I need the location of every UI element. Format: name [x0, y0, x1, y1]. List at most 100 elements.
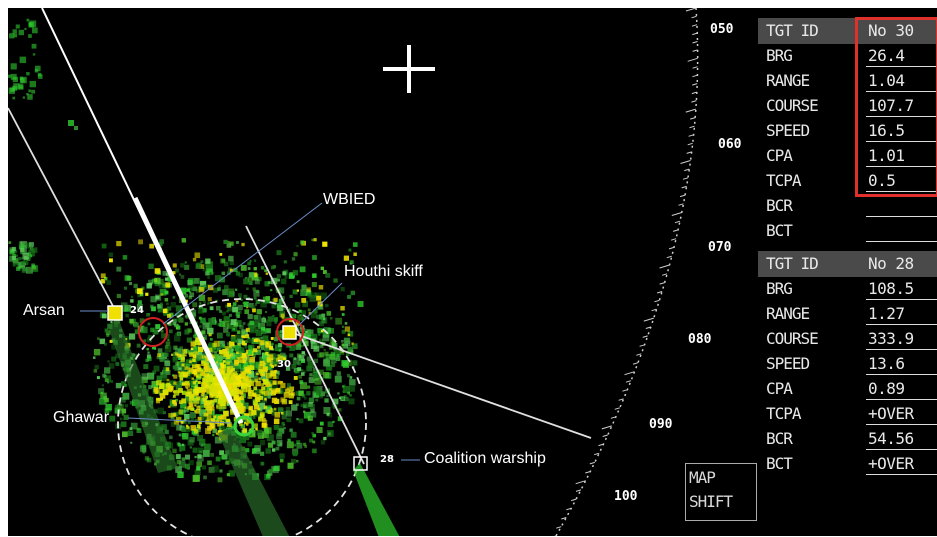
echo-return	[205, 384, 210, 389]
echo-return	[261, 317, 266, 323]
echo-return	[193, 346, 200, 353]
echo-return	[232, 327, 235, 331]
echo-return	[266, 405, 272, 410]
echo-return	[319, 421, 324, 426]
echo-return	[32, 265, 37, 270]
echo-return	[267, 409, 272, 414]
echo-return	[299, 266, 306, 273]
echo-return	[148, 263, 154, 269]
echo-return	[341, 329, 346, 334]
echo-return	[322, 331, 330, 338]
echo-return	[224, 376, 227, 379]
echo-return	[150, 296, 157, 303]
echo-return	[18, 29, 24, 36]
echo-return	[165, 341, 171, 346]
echo-return	[202, 267, 207, 272]
target-id-row[interactable]: TGT ID No 30	[758, 18, 937, 44]
echo-return	[179, 346, 183, 350]
echo-return	[236, 314, 240, 318]
echo-return	[240, 349, 246, 355]
echo-return	[187, 439, 194, 446]
echo-return	[148, 385, 153, 390]
underline	[866, 216, 937, 217]
echo-return	[248, 344, 255, 351]
underline	[866, 141, 937, 142]
echo-return	[324, 351, 329, 356]
echo-return	[219, 428, 222, 431]
echo-return	[159, 383, 165, 389]
echo-return	[264, 269, 267, 273]
echo-return	[227, 305, 234, 312]
echo-return	[260, 373, 268, 380]
echo-return	[219, 320, 226, 327]
echo-return	[123, 414, 129, 420]
echo-return	[242, 428, 247, 433]
target-id-row[interactable]: TGT ID No 28	[758, 251, 937, 277]
echo-return	[175, 305, 183, 312]
echo-return	[267, 316, 274, 322]
echo-return	[247, 267, 251, 270]
range-tick	[566, 507, 572, 511]
echo-return	[208, 333, 212, 337]
echo-return	[229, 345, 232, 349]
echo-return	[284, 275, 288, 279]
echo-return	[187, 421, 191, 424]
echo-return	[276, 442, 280, 445]
row-label: SPEED	[766, 354, 810, 373]
echo-return	[235, 271, 240, 276]
echo-return	[194, 469, 201, 476]
echo-return	[175, 466, 182, 473]
map-shift-button[interactable]: MAP SHIFT	[685, 463, 757, 521]
echo-return	[259, 389, 264, 394]
echo-return	[353, 242, 358, 247]
echo-return	[273, 418, 280, 425]
echo-return	[158, 242, 163, 247]
range-tick	[575, 489, 582, 492]
echo-return	[283, 357, 286, 361]
echo-return	[198, 427, 201, 430]
brg-row: BRG 108.5	[758, 276, 937, 302]
echo-return	[243, 384, 247, 388]
echo-return	[199, 302, 202, 305]
echo-return	[347, 346, 353, 352]
echo-return	[207, 347, 213, 353]
echo-return	[243, 278, 250, 285]
echo-return	[160, 397, 163, 401]
echo-return	[110, 321, 113, 324]
echo-return	[14, 250, 18, 254]
range-tick	[686, 151, 692, 154]
echo-return	[199, 264, 205, 269]
echo-return	[154, 329, 159, 335]
echo-return	[223, 360, 226, 363]
echo-return	[259, 440, 266, 446]
echo-return	[310, 408, 315, 413]
echo-return	[339, 350, 345, 355]
echo-return	[177, 332, 181, 336]
echo-return	[270, 337, 274, 340]
echo-return	[196, 405, 201, 410]
echo-return	[260, 461, 265, 466]
underline	[866, 374, 937, 375]
echo-return	[23, 244, 27, 248]
echo-return	[213, 399, 217, 403]
range-tick	[680, 160, 691, 164]
echo-return	[114, 407, 121, 414]
echo-return	[265, 363, 272, 370]
radar-scope[interactable]: 050 060 070 080 090 100 24 30 28 WBIED H…	[8, 8, 758, 536]
echo-return	[325, 364, 332, 371]
echo-return	[226, 323, 233, 329]
echo-return	[100, 279, 106, 284]
echo-return	[292, 448, 299, 455]
echo-return	[155, 294, 162, 301]
course-row: COURSE 333.9	[758, 326, 937, 352]
echo-return	[238, 347, 242, 352]
echo-return	[219, 401, 222, 404]
echo-return	[198, 420, 202, 425]
echo-return	[318, 333, 321, 336]
echo-return	[214, 378, 220, 384]
echo-return	[219, 318, 222, 322]
range-tick	[692, 41, 698, 44]
echo-return	[219, 351, 224, 356]
echo-return	[8, 241, 12, 244]
echo-return	[184, 406, 187, 409]
